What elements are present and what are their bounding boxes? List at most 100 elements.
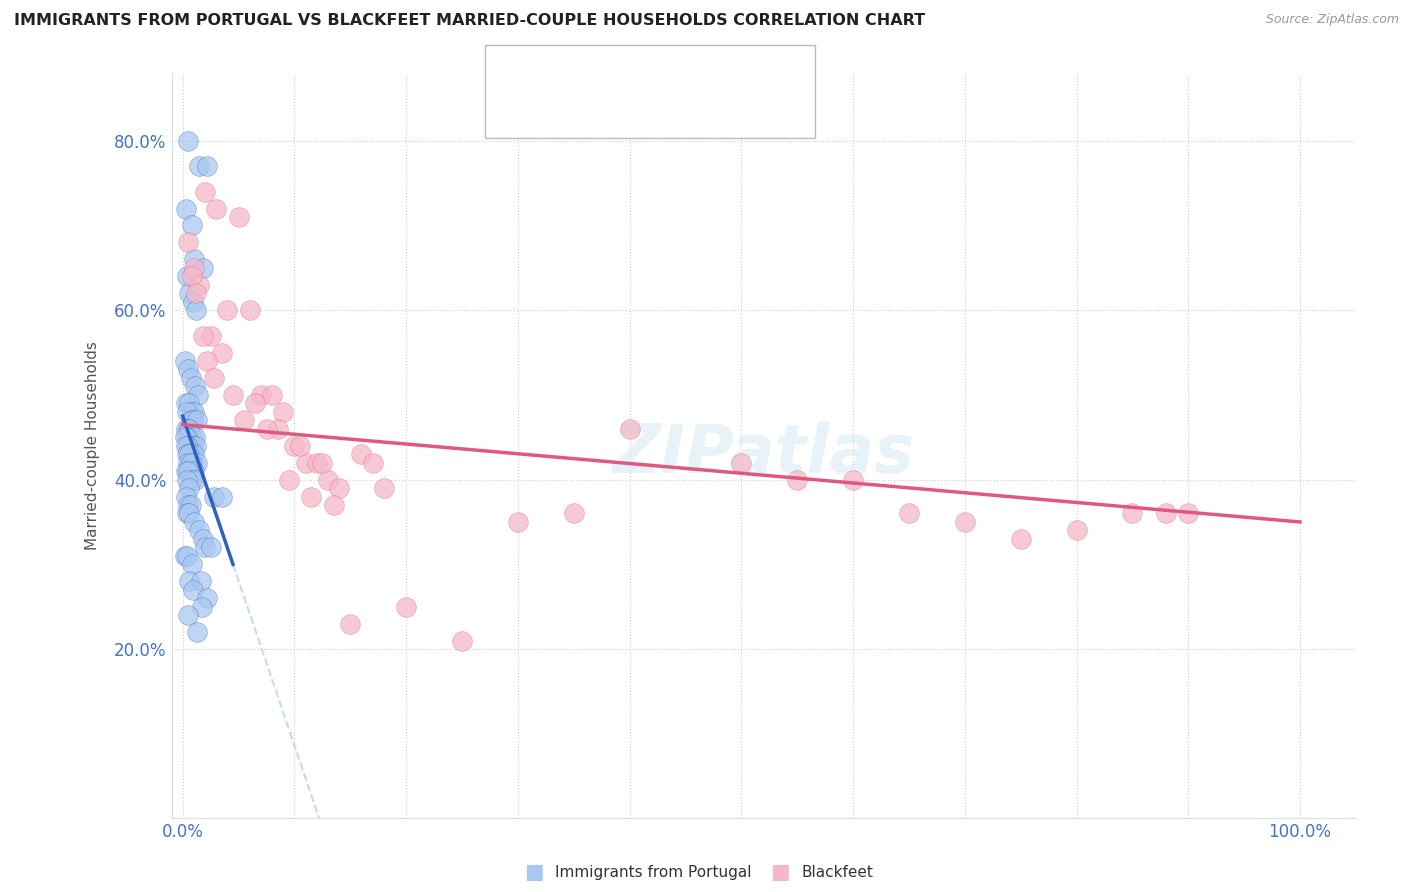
Point xyxy=(179,396,201,410)
Point xyxy=(174,422,197,436)
Point xyxy=(191,328,214,343)
Point xyxy=(186,625,208,640)
Point xyxy=(190,574,212,589)
Point xyxy=(183,447,205,461)
Point xyxy=(174,439,197,453)
Text: N = 73: N = 73 xyxy=(689,65,745,80)
Point xyxy=(786,473,808,487)
Point xyxy=(328,481,350,495)
Point xyxy=(361,456,384,470)
Point xyxy=(180,473,202,487)
Point xyxy=(194,541,217,555)
Point xyxy=(271,405,294,419)
Point xyxy=(217,303,239,318)
Point xyxy=(176,549,198,563)
Point xyxy=(180,413,202,427)
Point xyxy=(177,235,200,250)
Point xyxy=(842,473,865,487)
Point xyxy=(256,422,278,436)
Point xyxy=(211,490,233,504)
Point xyxy=(311,456,333,470)
Point xyxy=(174,430,197,444)
Point xyxy=(177,464,200,478)
Point xyxy=(184,473,207,487)
Point xyxy=(179,286,201,301)
Point xyxy=(176,269,198,284)
Point xyxy=(184,430,207,444)
Point xyxy=(619,422,641,436)
Point xyxy=(1010,532,1032,546)
Point xyxy=(188,159,211,173)
Point xyxy=(322,498,344,512)
Point xyxy=(228,210,250,224)
Point xyxy=(953,515,976,529)
Point xyxy=(174,396,197,410)
Point xyxy=(288,439,311,453)
Point xyxy=(174,354,197,368)
Point xyxy=(180,447,202,461)
Point xyxy=(283,439,305,453)
Text: ■: ■ xyxy=(770,863,790,882)
Bar xyxy=(498,59,530,87)
Point xyxy=(250,388,273,402)
Point xyxy=(395,599,418,614)
Point xyxy=(181,456,204,470)
Point xyxy=(177,498,200,512)
Point xyxy=(195,591,218,606)
Text: Immigrants from Portugal: Immigrants from Portugal xyxy=(555,865,752,880)
Point xyxy=(562,507,585,521)
Point xyxy=(262,388,284,402)
Point xyxy=(181,413,204,427)
Point xyxy=(233,413,256,427)
Point xyxy=(191,260,214,275)
Point xyxy=(373,481,395,495)
Point xyxy=(183,405,205,419)
Y-axis label: Married-couple Households: Married-couple Households xyxy=(86,342,100,550)
Point xyxy=(205,202,228,216)
Point xyxy=(179,481,201,495)
Point xyxy=(183,515,205,529)
Point xyxy=(183,252,205,267)
Point xyxy=(183,464,205,478)
Point xyxy=(177,439,200,453)
Point xyxy=(184,439,207,453)
Point xyxy=(176,447,198,461)
Point xyxy=(179,507,201,521)
Point xyxy=(305,456,328,470)
Point xyxy=(188,277,211,292)
Point xyxy=(267,422,290,436)
Text: IMMIGRANTS FROM PORTUGAL VS BLACKFEET MARRIED-COUPLE HOUSEHOLDS CORRELATION CHAR: IMMIGRANTS FROM PORTUGAL VS BLACKFEET MA… xyxy=(14,13,925,29)
Point xyxy=(177,608,200,623)
Point xyxy=(184,286,207,301)
Point xyxy=(177,134,200,148)
Point xyxy=(176,430,198,444)
Point xyxy=(186,456,208,470)
Point xyxy=(184,303,207,318)
Point xyxy=(245,396,267,410)
Point xyxy=(179,574,201,589)
Point xyxy=(730,456,752,470)
Point xyxy=(1121,507,1143,521)
Point xyxy=(179,422,201,436)
Point xyxy=(222,388,245,402)
Text: Source: ZipAtlas.com: Source: ZipAtlas.com xyxy=(1265,13,1399,27)
Point xyxy=(294,456,316,470)
Point xyxy=(181,439,204,453)
Point xyxy=(239,303,262,318)
Text: Blackfeet: Blackfeet xyxy=(801,865,873,880)
Point xyxy=(184,379,207,393)
Point xyxy=(277,473,299,487)
Point xyxy=(897,507,920,521)
Point xyxy=(174,490,197,504)
Point xyxy=(179,447,201,461)
Point xyxy=(506,515,529,529)
Point xyxy=(174,202,197,216)
Point xyxy=(177,362,200,376)
Point xyxy=(1154,507,1177,521)
Point xyxy=(1177,507,1199,521)
Text: R = -0.270: R = -0.270 xyxy=(543,103,624,118)
Point xyxy=(187,388,209,402)
Point xyxy=(190,599,212,614)
Text: ZIPatlas: ZIPatlas xyxy=(613,421,915,487)
Point xyxy=(174,549,197,563)
